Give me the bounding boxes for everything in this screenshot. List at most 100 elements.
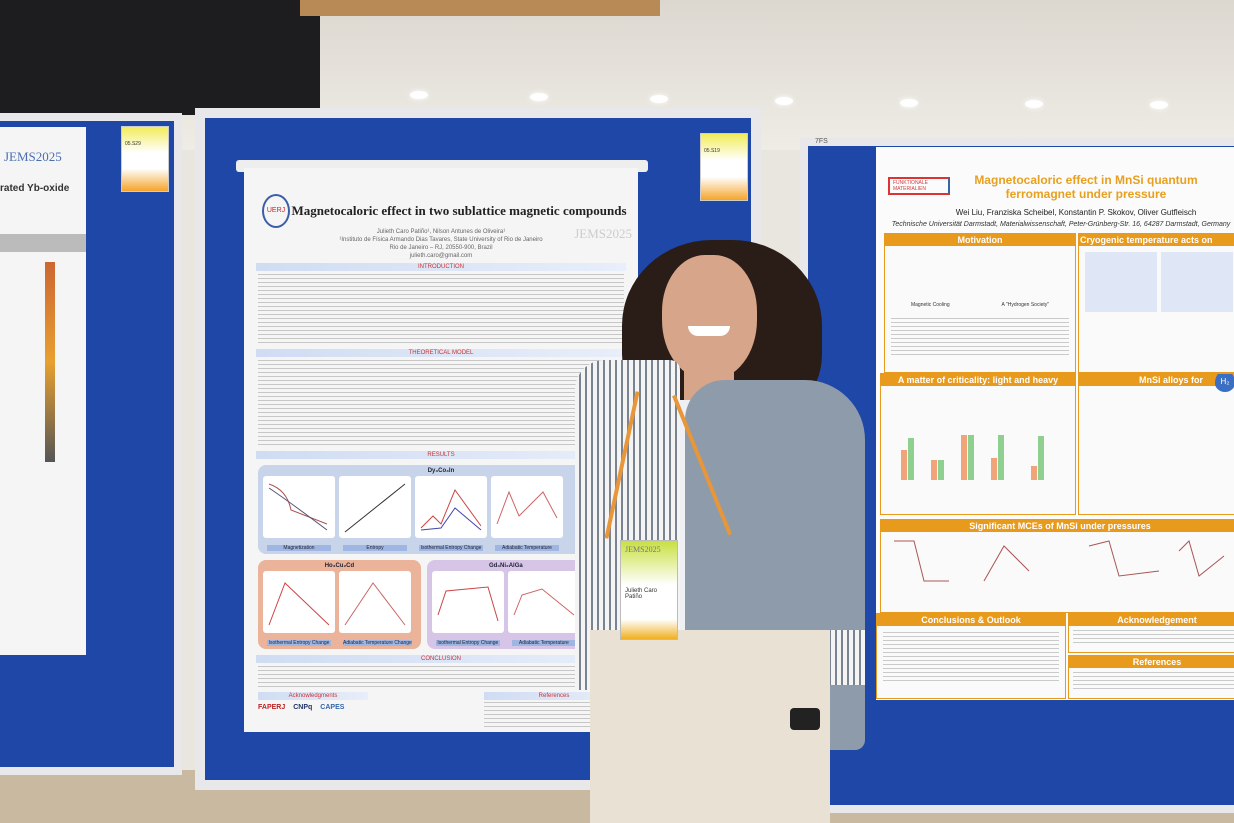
dark-wall	[0, 0, 320, 115]
section-title: References	[1069, 656, 1234, 668]
poster-title: Magnetocaloric effect in MnSi quantum fe…	[974, 173, 1198, 201]
tag-number: 05.S19	[704, 148, 720, 154]
h2-drop-icon: H₂	[1215, 374, 1234, 392]
caption: Entropy	[343, 545, 407, 551]
group-title: Ho₃Cu₂Cd	[324, 563, 355, 569]
name-badge: JEMS2025 Julieth Caro Patiño	[620, 540, 678, 640]
section-title: Motivation	[885, 234, 1075, 246]
section-conclusions: Conclusions & Outlook	[876, 613, 1066, 699]
plot	[263, 571, 335, 633]
middle-poster: UERJ Magnetocaloric effect in two sublat…	[244, 168, 638, 732]
section-conclusion: CONCLUSION	[256, 655, 626, 663]
badge-name: Julieth Caro Patiño	[625, 588, 658, 600]
jems-watermark: JEMS2025	[574, 226, 632, 241]
figure	[45, 262, 55, 462]
section-title: Acknowledgement	[1069, 614, 1234, 626]
ceiling-light	[900, 99, 918, 107]
section-motivation: Motivation Magnetic Cooling A "Hydrogen S…	[884, 233, 1076, 373]
faperj-logo: FAPERJ	[258, 704, 286, 711]
label: Magnetic Cooling	[910, 302, 950, 308]
plot	[491, 476, 563, 538]
paragraph	[1073, 630, 1234, 646]
plot	[415, 476, 487, 538]
plot	[339, 571, 411, 633]
section-title: Significant MCEs of MnSi under pressures	[881, 520, 1234, 532]
wood-beam	[300, 0, 660, 16]
paragraph	[258, 274, 624, 346]
plot	[431, 571, 504, 633]
caption: Isothermal Entropy Change	[435, 640, 500, 646]
bar-chart	[901, 435, 1044, 480]
section-significant-mces: Significant MCEs of MnSi under pressures	[880, 519, 1234, 613]
person: JEMS2025 Julieth Caro Patiño	[560, 230, 880, 823]
group-title: Dy₃Co₃In	[427, 468, 455, 474]
label: A "Hydrogen Society"	[1001, 302, 1050, 308]
pressure-plots	[894, 540, 1225, 582]
section-acknowledgments: Acknowledgments	[258, 692, 368, 700]
caption: Isothermal Entropy Change	[267, 640, 331, 646]
smile	[688, 326, 730, 336]
group-title: Gd₃Ni₂AlGa	[488, 563, 523, 569]
paragraph	[258, 666, 624, 688]
section-acknowledgement: Acknowledgement	[1068, 613, 1234, 653]
group-ho3cu2cd: Ho₃Cu₂Cd Isothermal Entropy Change Adiab…	[258, 560, 421, 649]
plot	[1085, 252, 1157, 312]
caption: Adiabatic Temperature Change	[343, 640, 412, 646]
affiliation: Technische Universität Darmstadt, Materi…	[891, 221, 1231, 228]
group-gd3ni2alga: Gd₃Ni₂AlGa Isothermal Entropy Change Adi…	[426, 560, 585, 649]
wristwatch	[790, 708, 820, 730]
paragraph	[883, 632, 1059, 682]
jems-logo: JEMS2025	[4, 149, 62, 164]
poster-title: rated Yb-oxide	[0, 183, 70, 194]
plot	[339, 476, 411, 538]
ceiling-light	[1025, 100, 1043, 108]
plot	[507, 571, 580, 633]
funktionale-materialien-logo: FUNKTIONALE MATERIALIEN	[888, 177, 950, 195]
uerj-logo: UERJ	[262, 194, 290, 228]
section-model: THEORETICAL MODEL	[256, 349, 626, 357]
section-alloys: MnSi alloys for H₂	[1078, 373, 1234, 515]
caption: Adiabatic Temperature	[495, 545, 559, 551]
section-title: Cryogenic temperature acts on	[1079, 234, 1234, 246]
paragraph	[891, 318, 1069, 358]
poster-number-tag: 05.S29	[121, 126, 169, 192]
paragraph	[258, 360, 624, 448]
plot	[263, 476, 335, 538]
section-title: A matter of criticality: light and heavy	[881, 374, 1075, 386]
section-results: RESULTS	[256, 451, 626, 459]
ceiling-light	[1150, 101, 1168, 109]
caption: Magnetization	[267, 545, 331, 551]
caption: Adiabatic Temperature	[511, 640, 576, 646]
tag-number: 05.S29	[125, 141, 141, 147]
section-title: Conclusions & Outlook	[877, 614, 1065, 626]
plot	[1161, 252, 1233, 312]
right-poster: FUNKTIONALE MATERIALIEN Magnetocaloric e…	[876, 147, 1234, 700]
ceiling-light	[530, 93, 548, 101]
section-references: References	[484, 692, 624, 700]
section-introduction: INTRODUCTION	[256, 263, 626, 271]
email: julieth.caro@gmail.com	[409, 253, 473, 259]
section-title: MnSi alloys for	[1079, 374, 1234, 386]
caption: Isothermal Entropy Change	[419, 545, 483, 551]
poster-title: Magnetocaloric effect in two sublattice …	[291, 203, 627, 218]
ceiling-light	[410, 91, 428, 99]
ceiling-light	[650, 95, 668, 103]
affiliation: ¹Instituto de Física Armando Dias Tavare…	[339, 237, 543, 243]
face	[662, 255, 757, 380]
capes-logo: CAPES	[320, 704, 345, 711]
authors: Julieth Caro Patiño¹, Nilson Antunes de …	[376, 229, 506, 235]
section-criticality: A matter of criticality: light and heavy	[880, 373, 1076, 515]
authors: Wei Liu, Franziska Scheibel, Konstantin …	[955, 208, 1197, 217]
cnpq-logo: CNPq	[293, 704, 313, 711]
group-dy3co3in: Dy₃Co₃In Magnetization Entropy Isotherma…	[258, 465, 624, 554]
poster-number-tag: 05.S19	[700, 133, 748, 201]
ceiling-light	[775, 97, 793, 105]
reference-list	[1073, 672, 1234, 692]
badge-logo: JEMS2025	[625, 545, 661, 554]
address: Rio de Janeiro – RJ, 20550-900, Brazil	[389, 245, 493, 251]
left-poster: JEMS2025 rated Yb-oxide	[0, 127, 86, 655]
section-bar	[0, 234, 86, 252]
section-cryogenic: Cryogenic temperature acts on	[1078, 233, 1234, 373]
section-references: References	[1068, 655, 1234, 699]
board-number: 7FS	[815, 138, 828, 145]
